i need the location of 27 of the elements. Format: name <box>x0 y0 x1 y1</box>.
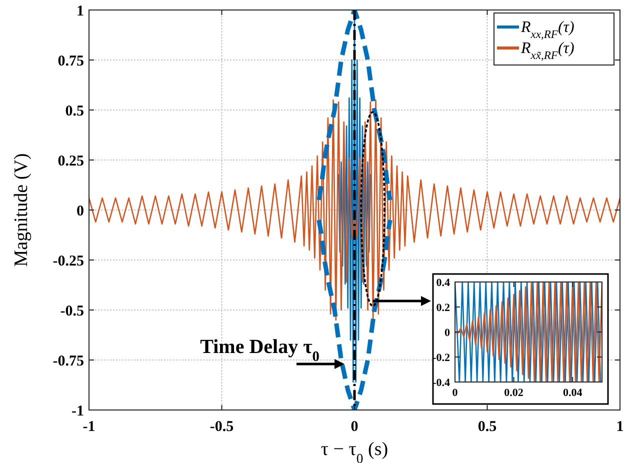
legend-label: R$_{xx,RF}$(τ) <box>520 19 574 41</box>
x-tick-label: 0.02 <box>504 387 524 399</box>
x-tick-label: 0.5 <box>478 419 497 435</box>
y-tick-label: -0.4 <box>432 376 450 389</box>
y-tick-label: 0.25 <box>58 153 84 170</box>
x-tick-label: 0 <box>350 419 358 435</box>
line-series <box>89 99 620 321</box>
y-tick-label: -0.25 <box>52 253 84 270</box>
x-tick-label: -0.5 <box>210 419 234 435</box>
x-axis-title: τ − τ$_{0}$ (s) <box>320 439 388 463</box>
y-tick-label: -0.75 <box>52 353 84 370</box>
y-tick-label: -0.5 <box>60 303 84 320</box>
legend-label: R$_{xx̃,RF}$(τ) <box>520 40 574 62</box>
y-tick-label: 0.75 <box>58 53 84 70</box>
y-tick-label: 1 <box>76 3 84 20</box>
y-tick-label: -1 <box>72 403 84 420</box>
y-tick-label: 0.2 <box>436 302 450 314</box>
y-tick-label: 0.5 <box>65 103 84 120</box>
y-tick-label: -0.2 <box>432 352 450 364</box>
y-axis-title: Magnitude (V) <box>11 153 32 267</box>
x-tick-label: 0 <box>452 387 458 399</box>
x-tick-label: 0.04 <box>562 387 583 399</box>
y-tick-label: 0 <box>76 203 84 220</box>
annotation: Time Delay τ$_{0}$ <box>200 336 320 365</box>
y-tick-label: 0.4 <box>436 276 450 289</box>
x-tick-label: 1 <box>616 419 624 435</box>
y-tick-label: 0 <box>444 326 450 339</box>
